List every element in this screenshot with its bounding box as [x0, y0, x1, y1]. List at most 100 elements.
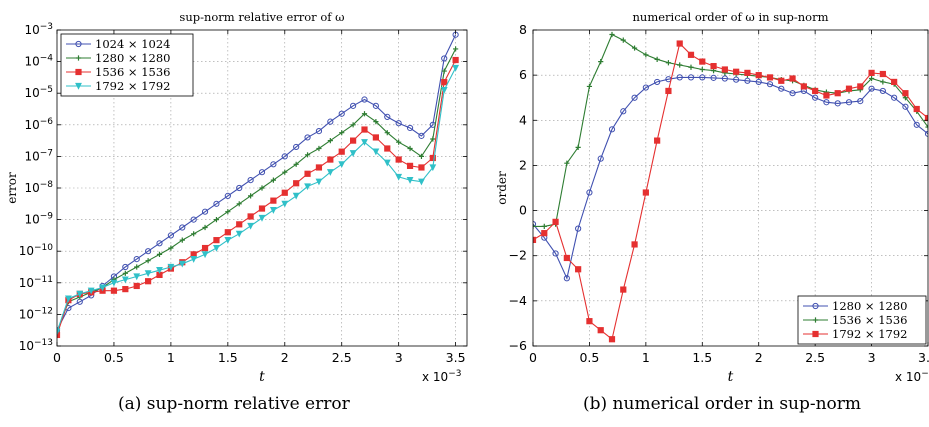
data-point [654, 56, 660, 62]
data-point [122, 270, 128, 276]
y-tick-label: 10−12 [19, 306, 53, 321]
x-tick-label: 0.5 [104, 350, 124, 365]
data-point [304, 170, 311, 177]
data-point [372, 102, 379, 109]
data-point [665, 87, 672, 95]
y-tick-label: 10−5 [24, 85, 53, 100]
data-point [236, 221, 243, 228]
chart-title: numerical order of ω in sup-norm [633, 10, 829, 24]
x-tick-label: 0.5 [579, 350, 599, 365]
data-point [845, 85, 853, 92]
x-tick-label: 2 [755, 350, 763, 365]
y-tick-label: 10−6 [24, 117, 53, 132]
y-tick-label: −4 [509, 293, 527, 308]
data-point [879, 70, 886, 78]
data-point [913, 121, 920, 128]
y-tick-label: 6 [519, 67, 527, 82]
y-tick-label: 10−11 [19, 275, 53, 290]
data-point [281, 189, 288, 196]
data-point [133, 256, 140, 263]
data-point [913, 105, 920, 113]
data-point [224, 229, 231, 236]
x-tick-label: 3 [395, 350, 403, 365]
data-point [440, 86, 448, 94]
data-point [133, 273, 141, 281]
data-point [179, 224, 186, 231]
data-point [293, 180, 300, 187]
data-point [868, 69, 875, 76]
legend-swatch-marker [812, 330, 819, 338]
data-point [167, 232, 174, 239]
y-tick-label: −2 [509, 248, 527, 263]
data-point [270, 197, 277, 204]
data-point [350, 122, 356, 128]
y-tick-label: 10−3 [24, 22, 53, 37]
data-point [269, 207, 277, 214]
data-point [383, 159, 391, 167]
data-point [676, 40, 683, 47]
data-point [429, 164, 437, 172]
data-point [372, 134, 379, 141]
x-axis-label: t [728, 369, 734, 385]
data-point [744, 77, 751, 84]
data-point [338, 161, 346, 169]
data-point [868, 85, 875, 92]
y-tick-label: 10−10 [19, 243, 54, 258]
data-point [122, 286, 129, 293]
data-point [766, 81, 774, 88]
y-tick-label: 10−8 [24, 180, 53, 195]
data-point [145, 278, 152, 285]
data-point [418, 153, 425, 159]
data-point [609, 31, 615, 38]
data-point [258, 205, 266, 212]
data-point [145, 248, 152, 255]
data-point [361, 111, 368, 117]
series-line [533, 33, 928, 227]
data-point [778, 85, 785, 92]
data-point [304, 134, 311, 141]
legend-entry: 1024 × 1024 [95, 37, 170, 51]
data-point [733, 76, 740, 83]
data-point [755, 78, 762, 86]
data-point [789, 90, 796, 97]
data-point [834, 100, 841, 107]
y-axis-label: order [495, 171, 509, 205]
x-tick-label: 3.5 [446, 350, 466, 365]
data-point [247, 222, 255, 230]
data-point [236, 184, 243, 192]
data-point [721, 66, 728, 73]
data-point [643, 52, 649, 58]
y-tick-label: 2 [519, 157, 527, 172]
data-point [293, 143, 300, 151]
data-point [213, 244, 220, 252]
x-axis-label: t [259, 369, 265, 385]
data-point [677, 62, 683, 68]
data-point [665, 60, 672, 66]
legend-entry: 1280 × 1280 [95, 51, 170, 65]
data-point [258, 169, 266, 176]
data-point [925, 124, 928, 130]
legend-swatch-marker [812, 317, 819, 323]
data-point [395, 156, 402, 163]
data-point [575, 266, 582, 273]
x-tick-label: 0 [529, 350, 537, 365]
data-point [122, 263, 129, 271]
data-point [396, 139, 402, 145]
x-multiplier-label: x 10−3 [422, 369, 461, 384]
data-point [608, 126, 616, 133]
data-point [315, 128, 323, 135]
data-point [292, 192, 300, 200]
data-point [338, 148, 345, 155]
data-point [563, 254, 570, 262]
data-point [315, 178, 323, 186]
data-point [168, 245, 174, 251]
series-line [57, 48, 457, 332]
data-point [642, 84, 649, 91]
data-point [733, 68, 740, 75]
data-point [452, 56, 459, 64]
legend-entry: 1792 × 1792 [95, 79, 170, 93]
data-point [429, 154, 436, 162]
data-point [891, 94, 898, 101]
data-point [225, 209, 231, 215]
